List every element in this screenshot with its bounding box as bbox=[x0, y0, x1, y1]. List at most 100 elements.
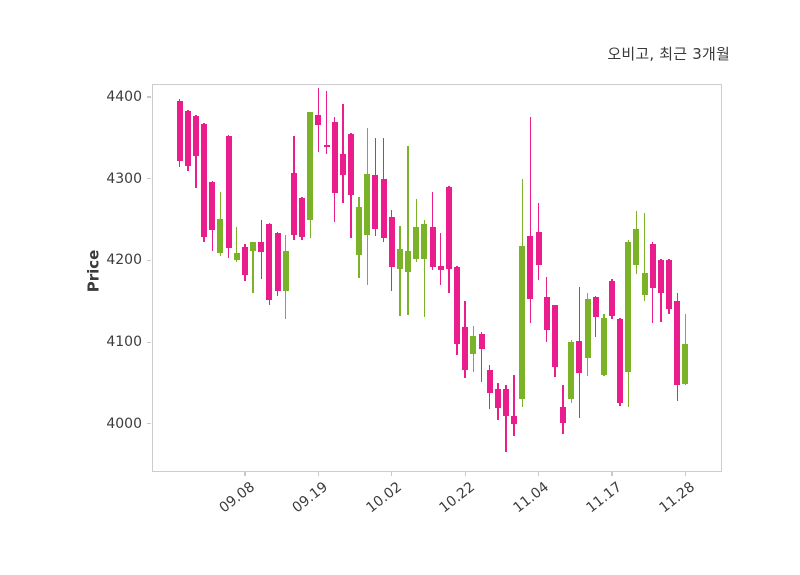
candle-35-body bbox=[454, 266, 461, 344]
y-tick-mark bbox=[147, 341, 151, 343]
candle-47-body bbox=[551, 305, 558, 367]
candle-14-body bbox=[282, 250, 289, 291]
candle-37-body bbox=[470, 335, 477, 354]
candle-45-body bbox=[535, 231, 542, 265]
candle-wick bbox=[236, 226, 238, 263]
y-tick-label: 4400 bbox=[106, 89, 142, 106]
candle-wick bbox=[529, 117, 532, 324]
candle-56-body bbox=[625, 242, 632, 372]
candle-43-body bbox=[519, 245, 526, 400]
plot-area bbox=[152, 84, 722, 472]
candle-18-body bbox=[315, 115, 322, 125]
x-tick-mark bbox=[611, 472, 613, 476]
y-tick-mark bbox=[147, 259, 151, 262]
candle-3-body bbox=[193, 115, 199, 156]
candle-25-body bbox=[372, 174, 379, 229]
x-tick-label: 11.28 bbox=[656, 479, 699, 517]
y-tick-mark bbox=[147, 423, 151, 425]
candle-46-body bbox=[543, 297, 550, 330]
y-tick-label: 4100 bbox=[106, 334, 142, 351]
x-tick-label: 11.17 bbox=[583, 479, 625, 517]
candle-29-body bbox=[405, 251, 412, 272]
candle-40-body bbox=[494, 388, 501, 409]
candle-6-body bbox=[217, 218, 224, 254]
candle-57-body bbox=[633, 229, 640, 266]
candle-49-body bbox=[568, 342, 575, 400]
y-tick-mark bbox=[147, 178, 151, 180]
candle-54-body bbox=[609, 280, 616, 316]
candle-19-body bbox=[323, 145, 330, 147]
candle-48-body bbox=[560, 406, 567, 423]
candle-9-body bbox=[241, 246, 248, 276]
candle-33-body bbox=[437, 266, 444, 271]
candle-2-body bbox=[184, 110, 191, 167]
candle-22-body bbox=[347, 133, 354, 196]
candle-20-body bbox=[331, 121, 338, 194]
x-tick-label: 11.04 bbox=[510, 479, 552, 517]
candle-wick bbox=[399, 226, 401, 316]
chart-title: 오비고, 최근 3개월 bbox=[607, 45, 730, 63]
candle-7-body bbox=[225, 136, 232, 249]
candle-60-body bbox=[657, 260, 664, 294]
x-tick-label: 09.08 bbox=[216, 479, 258, 517]
candle-wick bbox=[505, 384, 507, 452]
candle-52-body bbox=[592, 297, 599, 317]
candle-21-body bbox=[339, 154, 346, 175]
candle-53-body bbox=[600, 318, 607, 375]
candle-39-body bbox=[486, 369, 493, 393]
candle-62-body bbox=[674, 301, 681, 386]
candle-24-body bbox=[364, 173, 371, 236]
candle-30-body bbox=[413, 226, 420, 259]
candle-26-body bbox=[380, 178, 387, 238]
x-tick-mark bbox=[684, 472, 687, 476]
y-tick-label: 4200 bbox=[106, 252, 142, 269]
candle-wick bbox=[342, 103, 344, 204]
candle-wick bbox=[643, 213, 646, 302]
candle-38-body bbox=[478, 333, 485, 349]
x-tick-label: 10.02 bbox=[363, 479, 405, 517]
candle-59-body bbox=[649, 244, 656, 289]
candle-28-body bbox=[396, 249, 403, 269]
candle-8-body bbox=[233, 253, 240, 261]
candle-wick bbox=[325, 91, 328, 155]
y-tick-label: 4000 bbox=[106, 415, 142, 432]
x-tick-mark bbox=[317, 472, 319, 476]
candle-wick bbox=[480, 331, 483, 383]
candle-44-body bbox=[527, 235, 534, 299]
candle-13-body bbox=[274, 232, 281, 292]
candle-wick bbox=[423, 219, 426, 317]
candle-5-body bbox=[209, 182, 216, 231]
candle-51-body bbox=[584, 298, 591, 359]
candle-27-body bbox=[388, 217, 395, 267]
x-tick-mark bbox=[391, 472, 393, 476]
candle-42-body bbox=[511, 415, 518, 424]
candle-55-body bbox=[617, 319, 624, 404]
candle-16-body bbox=[299, 197, 306, 237]
candle-4-body bbox=[201, 124, 208, 237]
x-tick-mark bbox=[538, 472, 540, 476]
candle-41-body bbox=[502, 388, 509, 417]
candle-23-body bbox=[356, 206, 363, 255]
y-tick-label: 4300 bbox=[106, 170, 142, 187]
candle-61-body bbox=[666, 260, 673, 309]
candle-11-body bbox=[258, 242, 265, 253]
candle-31-body bbox=[421, 223, 428, 259]
candle-1-body bbox=[176, 101, 183, 161]
candle-34-body bbox=[445, 186, 452, 269]
candle-15-body bbox=[290, 173, 297, 236]
x-tick-label: 10.22 bbox=[436, 479, 479, 517]
candle-58-body bbox=[641, 272, 648, 295]
x-tick-mark bbox=[464, 472, 466, 476]
candle-36-body bbox=[462, 326, 469, 370]
candle-12-body bbox=[266, 223, 273, 301]
candle-wick bbox=[513, 374, 515, 437]
x-tick-label: 09.19 bbox=[289, 479, 332, 517]
candle-wick bbox=[595, 296, 597, 338]
y-tick-mark bbox=[147, 96, 151, 98]
candle-63-body bbox=[682, 343, 689, 384]
candle-wick bbox=[440, 232, 442, 285]
x-tick-mark bbox=[244, 472, 246, 476]
candle-17-body bbox=[307, 111, 314, 221]
candle-32-body bbox=[429, 226, 436, 267]
